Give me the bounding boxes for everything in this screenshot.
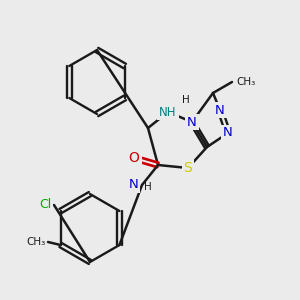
Text: N: N [223, 127, 233, 140]
Text: N: N [215, 103, 225, 116]
Text: CH₃: CH₃ [236, 77, 255, 87]
Text: O: O [129, 151, 140, 165]
Text: S: S [184, 161, 192, 175]
Text: H: H [182, 95, 190, 105]
Text: Cl: Cl [40, 199, 52, 212]
Text: H: H [144, 182, 152, 192]
Text: CH₃: CH₃ [27, 237, 46, 247]
Text: N: N [128, 178, 138, 191]
Text: NH: NH [159, 106, 177, 118]
Text: N: N [187, 116, 197, 128]
